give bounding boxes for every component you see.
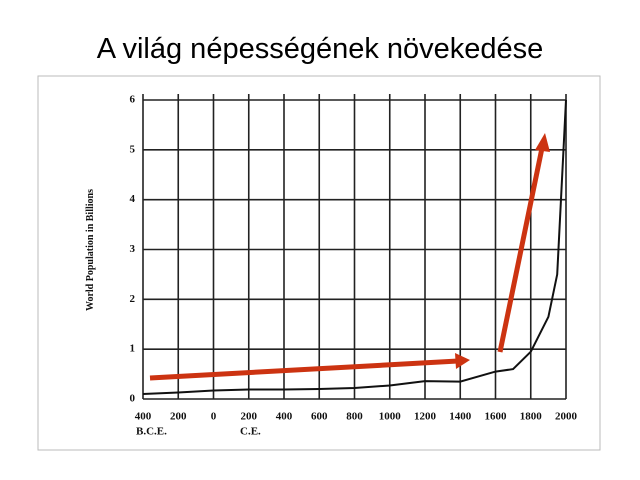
data-line xyxy=(142,99,567,395)
x-tick-label: 0 xyxy=(211,411,217,423)
x-tick-label: 200 xyxy=(170,411,187,423)
y-tick-label: 5 xyxy=(130,143,136,155)
slide-title: A világ népességének növekedése xyxy=(97,33,544,65)
x-tick-label: 800 xyxy=(346,411,363,423)
x-tick-label: 1000 xyxy=(379,411,402,423)
y-tick-label: 4 xyxy=(130,193,136,205)
arrow xyxy=(497,147,545,353)
x-tick-label: 200 xyxy=(241,411,258,423)
x-tick-label: 400 xyxy=(135,411,152,423)
x-tick-label: 600 xyxy=(311,411,328,423)
arrow-head xyxy=(535,133,550,152)
x-tick-label: 1400 xyxy=(449,411,472,423)
x-annotation: B.C.E. xyxy=(136,426,167,438)
x-tick-label: 1200 xyxy=(414,411,437,423)
y-tick-label: 0 xyxy=(130,393,136,405)
x-annotation: C.E. xyxy=(240,426,261,438)
arrow-head xyxy=(455,353,470,369)
y-axis-label: World Population in Billions xyxy=(85,189,96,311)
arrow xyxy=(149,358,459,381)
y-tick-label: 2 xyxy=(130,293,136,305)
x-tick-label: 1600 xyxy=(485,411,508,423)
y-tick-label: 6 xyxy=(130,94,136,106)
x-tick-label: 400 xyxy=(276,411,293,423)
y-tick-label: 1 xyxy=(130,343,136,355)
annotation-arrows xyxy=(149,133,550,381)
x-tick-label: 1800 xyxy=(520,411,543,423)
x-tick-label: 2000 xyxy=(555,411,578,423)
image-frame xyxy=(37,75,601,451)
y-tick-label: 3 xyxy=(130,243,136,255)
